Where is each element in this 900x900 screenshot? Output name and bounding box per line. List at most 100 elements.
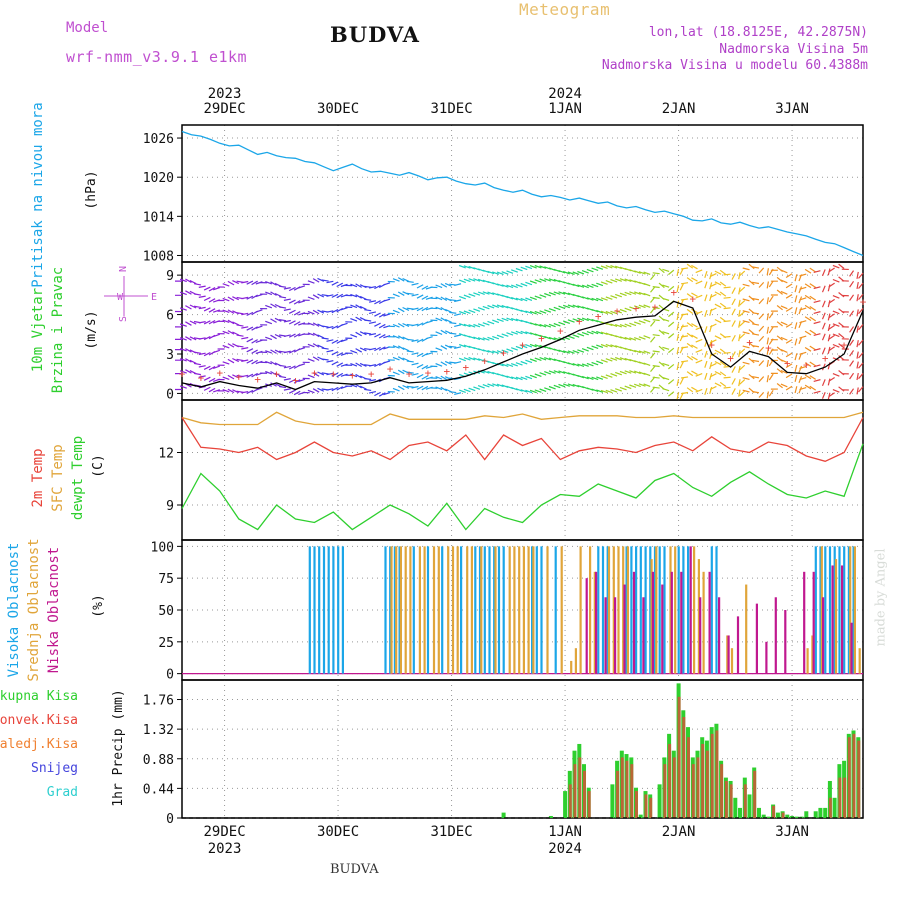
wind-arrow bbox=[704, 310, 708, 317]
wind-arrow bbox=[265, 281, 273, 285]
wind-arrow bbox=[709, 386, 713, 394]
wind-arrow bbox=[492, 350, 500, 354]
wind-arrow bbox=[629, 370, 637, 374]
wind-arrow bbox=[751, 281, 760, 285]
wind-arrow bbox=[799, 297, 807, 301]
wind-arrow bbox=[293, 390, 301, 396]
wind-arrow bbox=[799, 351, 807, 355]
cloud-bar bbox=[426, 546, 430, 674]
wind-arrow bbox=[856, 340, 859, 348]
wind-arrow bbox=[520, 344, 528, 349]
wind-arrow bbox=[208, 319, 216, 325]
wind-arrow bbox=[321, 372, 329, 375]
precip-bar bbox=[832, 797, 837, 819]
wind-arrow bbox=[520, 282, 528, 287]
cloud-bar bbox=[589, 546, 592, 674]
wind-arrow bbox=[586, 317, 594, 322]
wind-arrow bbox=[686, 371, 694, 377]
wind-arrow bbox=[515, 297, 523, 302]
wind-arrow bbox=[208, 287, 216, 292]
wind-arrow bbox=[477, 291, 485, 296]
wind-arrow bbox=[577, 349, 585, 353]
wind-arrow bbox=[751, 323, 760, 326]
wind-arrow bbox=[449, 332, 457, 335]
wind-arrow bbox=[515, 318, 523, 323]
wind-arrow bbox=[686, 263, 694, 269]
wind-arrow bbox=[832, 278, 840, 283]
wind-arrow bbox=[378, 346, 386, 351]
wind-arrow bbox=[714, 382, 722, 387]
wind-arrow bbox=[676, 313, 680, 321]
wind-arrow bbox=[463, 388, 471, 393]
cloud-bar bbox=[682, 546, 685, 674]
wind-arrow bbox=[619, 308, 627, 313]
wind-arrow bbox=[739, 300, 746, 306]
wind-arrow bbox=[624, 307, 632, 312]
wind-arrow bbox=[723, 351, 731, 354]
wind-arrow bbox=[714, 360, 722, 366]
wind-arrow bbox=[312, 278, 320, 283]
wind-arrows bbox=[174, 263, 864, 400]
wind-gust-marker: + bbox=[425, 366, 432, 379]
cloud-bar bbox=[597, 546, 600, 674]
wind-arrow bbox=[487, 383, 495, 387]
wind-arrow bbox=[544, 292, 552, 297]
wind-arrow bbox=[534, 373, 542, 377]
wind-arrow bbox=[222, 330, 230, 335]
wind-arrow bbox=[425, 296, 433, 300]
precip-bar bbox=[847, 737, 851, 819]
wind-arrow bbox=[435, 317, 443, 322]
ytick-label: 3 bbox=[166, 348, 174, 363]
wind-arrow bbox=[827, 284, 831, 292]
wind-arrow bbox=[798, 365, 803, 373]
dir-legend-e: E bbox=[151, 292, 157, 303]
wind-arrow bbox=[758, 360, 765, 367]
wind-arrow bbox=[298, 285, 306, 289]
wind-arrow bbox=[742, 320, 750, 324]
wind-arrow bbox=[681, 267, 689, 270]
wind-gust-marker: + bbox=[538, 332, 545, 345]
wind-arrow bbox=[776, 276, 783, 283]
ytick-label: 0 bbox=[166, 387, 174, 402]
wind-arrow bbox=[614, 278, 623, 282]
wind-arrow bbox=[222, 376, 230, 381]
wind-arrow bbox=[768, 280, 774, 288]
wind-arrow bbox=[222, 283, 230, 287]
wind-arrow bbox=[227, 296, 235, 302]
wind-arrow bbox=[544, 357, 552, 361]
wind-arrow bbox=[411, 362, 419, 366]
wind-arrow bbox=[510, 296, 518, 301]
cloud-bar bbox=[332, 546, 335, 674]
wind-arrow bbox=[255, 387, 263, 391]
wind-arrow bbox=[785, 363, 793, 369]
wind-arrow bbox=[473, 278, 481, 282]
wind-arrow bbox=[581, 363, 589, 367]
wind-arrow bbox=[265, 291, 273, 296]
wind-gust-marker: + bbox=[595, 310, 602, 323]
wind-arrow bbox=[596, 282, 604, 287]
wind-arrow bbox=[562, 350, 570, 354]
wind-arrow bbox=[614, 356, 623, 361]
wind-arrow bbox=[610, 389, 618, 393]
wind-arrow bbox=[596, 266, 604, 270]
dewpt-line bbox=[181, 443, 864, 531]
wind-arrow bbox=[189, 304, 197, 309]
lonlat-label: lon,lat (18.8125E, 42.2875N) bbox=[648, 25, 868, 40]
wind-arrow bbox=[748, 279, 755, 286]
wind-arrow bbox=[435, 386, 443, 391]
wind-arrow bbox=[496, 304, 504, 308]
wind-gust-marker: + bbox=[387, 362, 394, 375]
wind-arrow bbox=[809, 305, 817, 311]
wind-arrow bbox=[605, 389, 613, 394]
wind-arrow bbox=[406, 350, 414, 353]
wind-arrow bbox=[198, 295, 206, 298]
precip-bar bbox=[757, 807, 761, 819]
wind-arrow bbox=[686, 332, 694, 338]
wind-arrow bbox=[731, 273, 736, 280]
wind-gust-marker: + bbox=[576, 315, 583, 328]
wind-arrow bbox=[203, 320, 211, 325]
wind-arrow bbox=[828, 267, 835, 273]
wind-arrow bbox=[553, 348, 561, 353]
credit-watermark: made by Angel bbox=[873, 548, 889, 647]
wind-gust-marker: + bbox=[235, 370, 242, 383]
